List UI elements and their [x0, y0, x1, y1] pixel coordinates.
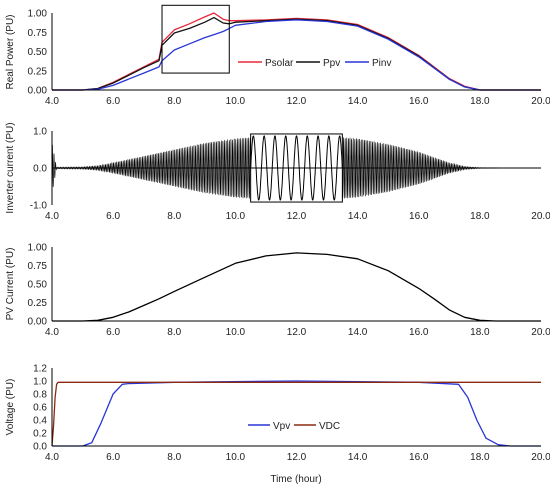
x-tick-label: 18.0	[470, 96, 490, 107]
y-tick-label: 1.00	[28, 9, 48, 20]
real-power-legend: Psolar Ppv Pinv	[238, 58, 391, 69]
legend-ppv-label: Ppv	[323, 58, 340, 69]
x-tick-label: 16.0	[409, 327, 429, 338]
legend-pinv-label: Pinv	[372, 58, 391, 69]
real-power-x-ticks: 4.0 6.0 8.0 10.0 12.0 14.0 16.0 18.0 20.0	[45, 96, 550, 107]
x-tick-label: 10.0	[226, 96, 246, 107]
x-tick-label: 10.0	[226, 211, 246, 222]
x-tick-label: 8.0	[167, 211, 181, 222]
x-tick-label: 16.0	[409, 452, 429, 463]
voltage-xlabel: Time (hour)	[270, 474, 321, 485]
y-tick-label: 0.4	[33, 416, 47, 427]
y-tick-label: 1.2	[33, 364, 47, 375]
real-power-panel: Real Power (PU) 0.00 0.25 0.50 0.75 1.00 4.0…	[5, 4, 550, 107]
x-tick-label: 6.0	[106, 96, 120, 107]
pv-current-panel: PV Current (PU) 0.00 0.25 0.50 0.75 1.00 4.0…	[5, 243, 550, 339]
x-tick-label: 4.0	[45, 327, 59, 338]
inverter-current-x-ticks: 4.0 6.0 8.0 10.0 12.0 14.0 16.0 18.0 20.0	[45, 211, 550, 222]
y-tick-label: 0.50	[28, 280, 48, 291]
x-tick-label: 20.0	[531, 96, 550, 107]
y-tick-label: 0.2	[33, 429, 47, 440]
x-tick-label: 12.0	[287, 211, 307, 222]
y-tick-label: 0.00	[28, 86, 48, 97]
pv-current-series	[52, 252, 541, 322]
y-tick-label: 0.8	[33, 390, 47, 401]
x-tick-label: 10.0	[226, 452, 246, 463]
y-tick-label: 0.6	[33, 403, 47, 414]
inverter-current-zoom-wave	[250, 135, 343, 201]
voltage-panel: Voltage (PU) 0.0 0.2 0.4 0.6 0.8 1.0 1.2 4.0 6.…	[5, 364, 550, 486]
inverter-current-ylabel: Inverter current (PU)	[5, 122, 16, 213]
real-power-zoom-box	[161, 4, 230, 74]
voltage-legend: Vpv VDC	[248, 421, 340, 432]
y-tick-label: 0.75	[28, 28, 48, 39]
y-tick-label: 1.00	[28, 243, 48, 254]
x-tick-label: 16.0	[409, 96, 429, 107]
legend-vpv-label: Vpv	[273, 421, 290, 432]
y-tick-label: 0.75	[28, 261, 48, 272]
real-power-ylabel: Real Power (PU)	[5, 14, 16, 89]
vdc-line	[51, 381, 541, 447]
y-tick-label: 0.00	[28, 317, 48, 328]
voltage-y-ticks: 0.0 0.2 0.4 0.6 0.8 1.0 1.2	[33, 364, 47, 453]
psolar-line	[52, 12, 541, 91]
real-power-series	[52, 12, 541, 91]
pv-current-line	[52, 252, 541, 322]
x-tick-label: 14.0	[348, 96, 368, 107]
x-tick-label: 14.0	[348, 452, 368, 463]
y-tick-label: 0.50	[28, 47, 48, 58]
legend-psolar-label: Psolar	[265, 58, 294, 69]
y-tick-label: 1.0	[33, 377, 47, 388]
pv-current-ylabel: PV Current (PU)	[5, 248, 16, 321]
real-power-y-ticks: 0.00 0.25 0.50 0.75 1.00	[28, 9, 48, 97]
y-tick-label: 0.0	[33, 442, 47, 453]
y-tick-label: 0.25	[28, 298, 48, 309]
x-tick-label: 8.0	[167, 452, 181, 463]
inverter-current-y-ticks: 1.0 0.0 -1.0	[30, 127, 48, 212]
x-tick-label: 20.0	[531, 211, 550, 222]
pinv-line	[52, 19, 541, 91]
x-tick-label: 4.0	[45, 452, 59, 463]
x-tick-label: 20.0	[531, 327, 550, 338]
x-tick-label: 6.0	[106, 452, 120, 463]
x-tick-label: 12.0	[287, 452, 307, 463]
voltage-series	[51, 380, 541, 447]
x-tick-label: 18.0	[470, 211, 490, 222]
x-tick-label: 20.0	[531, 452, 550, 463]
y-tick-label: 0.25	[28, 66, 48, 77]
x-tick-label: 6.0	[106, 211, 120, 222]
y-tick-label: -1.0	[30, 201, 48, 212]
y-tick-label: 1.0	[33, 127, 47, 138]
voltage-x-ticks: 4.0 6.0 8.0 10.0 12.0 14.0 16.0 18.0 20.0	[45, 452, 550, 463]
x-tick-label: 14.0	[348, 211, 368, 222]
y-tick-label: 0.0	[33, 164, 47, 175]
legend-vdc-label: VDC	[319, 421, 340, 432]
x-tick-label: 12.0	[287, 327, 307, 338]
x-tick-label: 6.0	[106, 327, 120, 338]
pv-current-x-ticks: 4.0 6.0 8.0 10.0 12.0 14.0 16.0 18.0 20.0	[45, 327, 550, 338]
x-tick-label: 4.0	[45, 211, 59, 222]
x-tick-label: 18.0	[470, 452, 490, 463]
x-tick-label: 8.0	[167, 96, 181, 107]
x-tick-label: 12.0	[287, 96, 307, 107]
x-tick-label: 16.0	[409, 211, 429, 222]
inverter-current-panel: Inverter current (PU) 1.0 0.0 -1.0 4.0 6.0 8…	[5, 122, 550, 222]
ppv-line	[52, 16, 541, 91]
x-tick-label: 4.0	[45, 96, 59, 107]
voltage-ylabel: Voltage (PU)	[5, 379, 16, 436]
pv-current-y-ticks: 0.00 0.25 0.50 0.75 1.00	[28, 243, 48, 328]
x-tick-label: 18.0	[470, 327, 490, 338]
vpv-line	[52, 380, 541, 447]
x-tick-label: 14.0	[348, 327, 368, 338]
x-tick-label: 8.0	[167, 327, 181, 338]
x-tick-label: 10.0	[226, 327, 246, 338]
